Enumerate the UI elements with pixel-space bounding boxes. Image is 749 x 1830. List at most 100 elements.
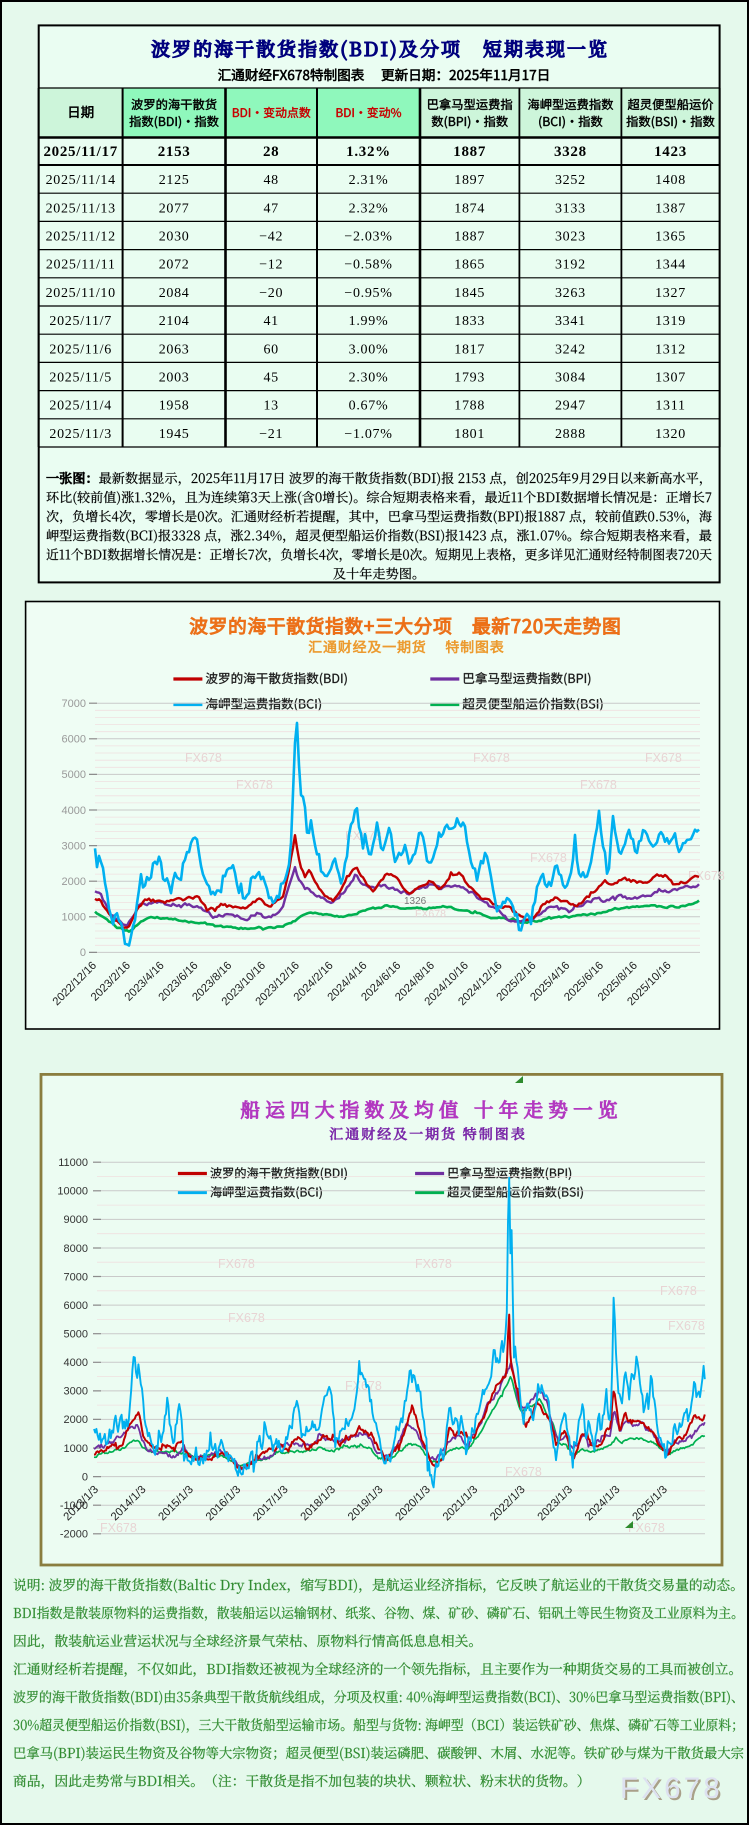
svg-text:13: 13 (263, 399, 278, 414)
svg-text:FX678: FX678 (345, 1379, 382, 1393)
svg-text:0: 0 (80, 947, 86, 959)
svg-text:1000: 1000 (62, 912, 86, 924)
svg-text:1.32%: 1.32% (346, 144, 391, 160)
svg-text:1307: 1307 (655, 371, 686, 386)
svg-text:FX678: FX678 (236, 778, 273, 792)
svg-text:1887: 1887 (453, 144, 486, 160)
svg-text:FX678: FX678 (415, 908, 446, 920)
svg-text:2025/11/11: 2025/11/11 (46, 258, 116, 273)
svg-text:4000: 4000 (62, 805, 86, 817)
svg-text:45: 45 (263, 371, 278, 386)
svg-text:3000: 3000 (62, 840, 86, 852)
svg-text:2125: 2125 (159, 173, 190, 188)
svg-text:6000: 6000 (62, 734, 86, 746)
svg-text:1793: 1793 (454, 371, 485, 386)
svg-text:FX678: FX678 (688, 869, 725, 883)
svg-text:2.31%: 2.31% (349, 173, 389, 188)
svg-text:2000: 2000 (64, 1414, 88, 1426)
svg-text:1000: 1000 (64, 1443, 88, 1455)
svg-text:7000: 7000 (64, 1271, 88, 1283)
svg-text:1423: 1423 (654, 144, 687, 160)
svg-text:1311: 1311 (655, 399, 685, 414)
svg-text:2153: 2153 (158, 144, 191, 160)
svg-text:−12: −12 (259, 258, 283, 273)
svg-text:1327: 1327 (655, 286, 686, 301)
svg-text:FX678: FX678 (100, 1521, 137, 1535)
svg-text:28: 28 (263, 144, 279, 160)
svg-text:FX678: FX678 (415, 1257, 452, 1271)
svg-text:−20: −20 (259, 286, 283, 301)
svg-text:1945: 1945 (159, 427, 190, 442)
svg-text:FX678: FX678 (530, 851, 567, 865)
svg-text:−21: −21 (259, 427, 283, 442)
svg-text:1958: 1958 (159, 399, 190, 414)
svg-text:1833: 1833 (454, 314, 485, 329)
svg-text:1874: 1874 (454, 201, 485, 216)
svg-text:1312: 1312 (655, 342, 686, 357)
svg-text:2025/11/7: 2025/11/7 (49, 314, 112, 329)
svg-text:6000: 6000 (64, 1300, 88, 1312)
svg-text:FX678: FX678 (228, 1311, 265, 1325)
svg-text:2077: 2077 (159, 201, 190, 216)
svg-text:11000: 11000 (58, 1157, 88, 1169)
svg-text:1845: 1845 (454, 286, 485, 301)
svg-text:2025/11/14: 2025/11/14 (46, 173, 116, 188)
svg-text:-2000: -2000 (60, 1529, 88, 1541)
svg-text:2104: 2104 (159, 314, 190, 329)
svg-text:1788: 1788 (454, 399, 485, 414)
svg-text:4000: 4000 (64, 1357, 88, 1369)
svg-text:1865: 1865 (454, 258, 485, 273)
svg-text:2.30%: 2.30% (349, 371, 389, 386)
svg-text:3263: 3263 (555, 286, 586, 301)
svg-text:−2.03%: −2.03% (344, 230, 392, 245)
svg-text:1897: 1897 (454, 173, 485, 188)
svg-text:1387: 1387 (655, 201, 686, 216)
svg-text:1319: 1319 (655, 314, 686, 329)
svg-text:FX678: FX678 (580, 778, 617, 792)
svg-text:1344: 1344 (655, 258, 686, 273)
svg-text:2084: 2084 (159, 286, 190, 301)
svg-text:0: 0 (82, 1471, 88, 1483)
svg-text:−0.58%: −0.58% (344, 258, 392, 273)
svg-text:3084: 3084 (555, 371, 586, 386)
svg-text:2888: 2888 (555, 427, 586, 442)
svg-text:60: 60 (263, 342, 278, 357)
svg-text:5000: 5000 (64, 1329, 88, 1341)
svg-text:9000: 9000 (64, 1214, 88, 1226)
svg-text:7000: 7000 (62, 698, 86, 710)
svg-text:48: 48 (263, 173, 278, 188)
svg-text:FX678: FX678 (668, 1319, 705, 1333)
svg-text:FX678: FX678 (620, 1772, 723, 1805)
svg-text:2025/11/5: 2025/11/5 (49, 371, 112, 386)
svg-text:5000: 5000 (62, 769, 86, 781)
svg-text:2025/11/4: 2025/11/4 (49, 399, 112, 414)
svg-text:41: 41 (263, 314, 278, 329)
svg-text:FX678: FX678 (505, 1465, 542, 1479)
svg-text:-1000: -1000 (60, 1500, 88, 1512)
svg-text:1887: 1887 (454, 230, 485, 245)
svg-text:2025/11/12: 2025/11/12 (46, 230, 116, 245)
svg-text:2025/11/3: 2025/11/3 (49, 427, 112, 442)
svg-text:2025/11/13: 2025/11/13 (46, 201, 116, 216)
svg-text:3242: 3242 (555, 342, 586, 357)
svg-text:2063: 2063 (159, 342, 190, 357)
svg-text:FX678: FX678 (185, 751, 222, 765)
svg-text:3252: 3252 (555, 173, 586, 188)
svg-text:FX678: FX678 (473, 751, 510, 765)
svg-text:−1.07%: −1.07% (344, 427, 392, 442)
svg-text:2030: 2030 (159, 230, 190, 245)
svg-text:FX678: FX678 (660, 1284, 697, 1298)
svg-text:2003: 2003 (159, 371, 190, 386)
svg-text:8000: 8000 (64, 1243, 88, 1255)
svg-text:3000: 3000 (64, 1386, 88, 1398)
svg-text:FX678: FX678 (218, 1257, 255, 1271)
svg-text:−42: −42 (259, 230, 283, 245)
svg-text:1365: 1365 (655, 230, 686, 245)
svg-text:2025/11/6: 2025/11/6 (49, 342, 112, 357)
svg-text:3023: 3023 (555, 230, 586, 245)
svg-text:47: 47 (263, 201, 278, 216)
svg-text:1326: 1326 (404, 896, 427, 907)
svg-text:FX678: FX678 (622, 1774, 725, 1807)
svg-text:2072: 2072 (159, 258, 190, 273)
svg-text:1.99%: 1.99% (349, 314, 389, 329)
